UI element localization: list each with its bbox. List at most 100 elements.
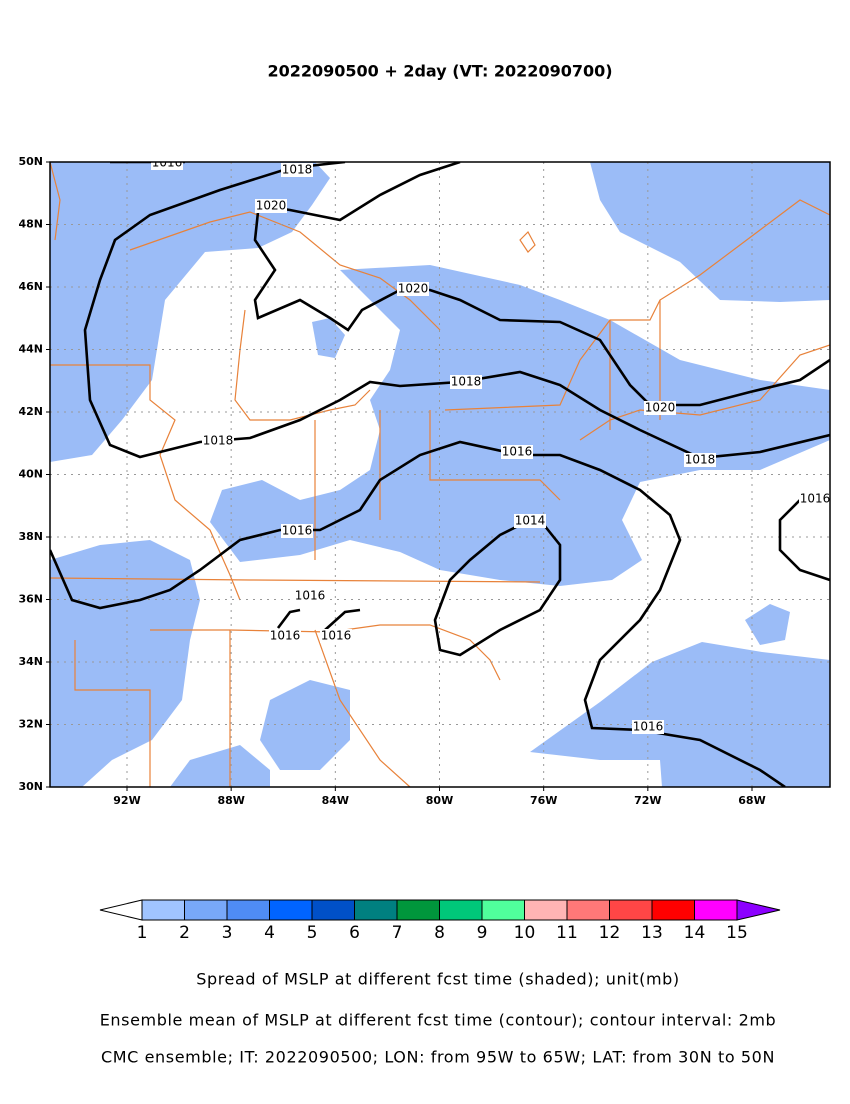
contour-label: 1016 — [633, 720, 664, 734]
isobar — [433, 518, 562, 657]
colorbar-label: 7 — [392, 923, 403, 943]
lon-tick-label: 88W — [217, 794, 244, 807]
lon-tick-label: 76W — [530, 794, 557, 807]
spread-shading — [50, 162, 830, 787]
boundaries — [50, 162, 830, 787]
footer: Spread of MSLP at different fcst time (s… — [100, 970, 776, 1067]
contour-label-bg — [269, 629, 301, 643]
contour-label: 1016 — [295, 589, 326, 603]
contour-label: 1016 — [282, 524, 313, 538]
colorbar: 1 2 3 4 5 6 7 8 9 10 11 12 13 14 15 — [99, 899, 781, 943]
contour-label-bg — [281, 524, 313, 538]
lon-tick-label: 80W — [426, 794, 453, 807]
shaded-area — [170, 745, 270, 787]
contour-label: 1016 — [152, 156, 183, 170]
colorbar-label: 10 — [514, 923, 536, 943]
boundary-line — [229, 629, 411, 787]
contour-label-bg — [202, 434, 234, 448]
contour-label-bg — [294, 589, 326, 603]
colorbar-under — [99, 899, 143, 921]
contour-label-bg — [320, 629, 352, 643]
contour-label-bg — [450, 375, 482, 389]
contour-label: 1016 — [270, 629, 301, 643]
colorbar-box — [439, 899, 483, 921]
lon-tick-label: 72W — [634, 794, 661, 807]
lat-tick-label: 48N — [18, 218, 43, 231]
colorbar-label: 8 — [434, 923, 445, 943]
contour-label-bg — [281, 163, 313, 177]
map-area: 1016 1018 1020 1020 1018 1020 1018 1016 1018 1016… — [50, 156, 831, 787]
contour-label: 1018 — [203, 434, 234, 448]
colorbar-label: 13 — [641, 923, 663, 943]
boundary-line — [150, 624, 501, 681]
isobar — [50, 440, 786, 787]
shaded-area — [210, 265, 830, 586]
colorbar-label: 3 — [222, 923, 233, 943]
colorbar-box — [141, 899, 185, 921]
contour-label-bg — [684, 453, 716, 467]
colorbar-box — [481, 899, 525, 921]
contour-label-bg — [644, 401, 676, 415]
isobar — [83, 162, 830, 460]
boundary-line — [314, 410, 561, 560]
colorbar-box — [184, 899, 228, 921]
colorbar-box — [226, 899, 270, 921]
lat-tick-label: 50N — [18, 155, 43, 168]
colorbar-box — [651, 899, 695, 921]
contour-label: 1020 — [398, 282, 429, 296]
shaded-area — [260, 680, 350, 770]
colorbar-label: 14 — [684, 923, 706, 943]
contour-label-bg — [514, 514, 546, 528]
colorbar-label: 1 — [137, 923, 148, 943]
colorbar-box — [566, 899, 610, 921]
boundary-line — [444, 199, 830, 411]
colorbar-label: 4 — [264, 923, 275, 943]
colorbar-box — [354, 899, 398, 921]
contour-label-bg — [799, 492, 830, 506]
shaded-area — [50, 162, 330, 462]
lat-tick-label: 40N — [18, 468, 43, 481]
colorbar-box — [396, 899, 440, 921]
lon-tick-label: 92W — [113, 794, 140, 807]
contour-label-bg — [255, 199, 287, 213]
contour-label-bg — [397, 282, 429, 296]
colorbar-box — [524, 899, 568, 921]
boundary-line — [50, 162, 661, 430]
boundary-line — [234, 309, 371, 421]
contour-labels: 1016 1018 1020 1020 1018 1020 1018 1016 1018 1016… — [151, 156, 831, 734]
colorbar-over — [736, 899, 781, 921]
lat-tick-label: 36N — [18, 593, 43, 606]
shaded-area — [50, 540, 200, 787]
colorbar-label: 11 — [556, 923, 578, 943]
lat-tick-label: 42N — [18, 405, 43, 418]
colorbar-box — [269, 899, 313, 921]
contour-label: 1018 — [282, 163, 313, 177]
footer-line: Spread of MSLP at different fcst time (s… — [196, 970, 680, 989]
colorbar-box — [694, 899, 738, 921]
contour-label: 1016 — [800, 492, 831, 506]
colorbar-box — [609, 899, 653, 921]
axes: 30N 32N 34N 36N 38N 40N 42N 44N 46N 48N 50N 92W 88W 8… — [18, 155, 765, 807]
shaded-area — [312, 318, 345, 358]
colorbar-label: 6 — [349, 923, 360, 943]
contour-label: 1020 — [645, 401, 676, 415]
colorbar-label: 12 — [599, 923, 621, 943]
isobar — [778, 493, 830, 582]
contour-label: 1018 — [685, 453, 716, 467]
contour-label-bg — [151, 162, 183, 170]
contour-label-bg — [632, 720, 664, 734]
lon-tick-label: 68W — [738, 794, 765, 807]
contours — [50, 162, 830, 787]
contour-label: 1016 — [502, 445, 533, 459]
shaded-area — [530, 642, 830, 787]
colorbar-label: 9 — [477, 923, 488, 943]
isobar — [253, 211, 830, 407]
colorbar-label: 5 — [307, 923, 318, 943]
contour-label: 1016 — [321, 629, 352, 643]
lat-tick-label: 30N — [18, 780, 43, 793]
lat-tick-label: 46N — [18, 280, 43, 293]
shaded-area — [745, 604, 790, 645]
lat-tick-label: 32N — [18, 718, 43, 731]
contour-label: 1020 — [256, 199, 287, 213]
